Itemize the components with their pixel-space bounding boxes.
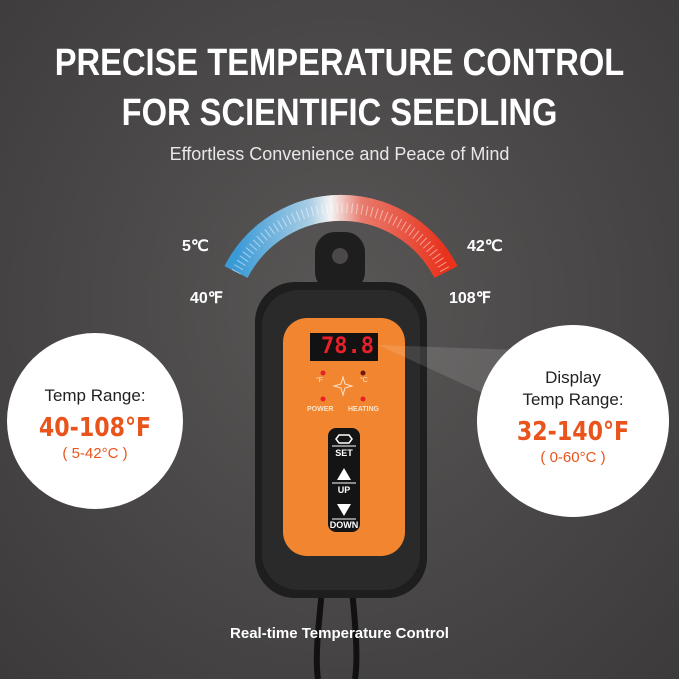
temp-range-badge: Temp Range: 40-108°F ( 5-42°C ) (7, 333, 183, 509)
headline-line2: FOR SCIENTIFIC SEEDLING (121, 92, 558, 134)
display-range-value: 32-140°F (516, 417, 630, 447)
up-arrow-icon (337, 468, 351, 480)
gauge-min-fahrenheit: 40℉ (190, 290, 224, 307)
cable (313, 589, 325, 679)
hanger-hole (332, 248, 348, 264)
display-range-heading-2: Temp Range: (522, 390, 624, 409)
temperature-gauge-arc (224, 194, 458, 279)
display-range-heading-1: Display (545, 368, 601, 387)
temp-range-celsius: ( 5-42°C ) (62, 445, 128, 462)
temp-range-heading: Temp Range: (44, 386, 146, 405)
set-button[interactable]: SET (335, 448, 353, 458)
temperature-readout: 78.8 (321, 334, 374, 359)
temp-range-value: 40-108°F (38, 413, 152, 443)
gauge-max-fahrenheit: 108℉ (449, 290, 491, 307)
down-button[interactable]: DOWN (329, 520, 359, 530)
display-range-badge: Display Temp Range: 32-140°F ( 0-60°C ) (477, 325, 669, 517)
headline-line1: PRECISE TEMPERATURE CONTROL (54, 42, 625, 84)
gauge-min-celsius: 5℃ (182, 238, 209, 255)
celsius-indicator: °C (360, 377, 368, 384)
headline: PRECISE TEMPERATURE CONTROL FOR SCIENTIF… (0, 38, 679, 138)
led-display (310, 333, 378, 361)
subtitle: Effortless Convenience and Peace of Mind (169, 144, 510, 164)
set-icon (335, 434, 353, 444)
heating-led (360, 396, 366, 402)
power-label: POWER (307, 406, 334, 413)
cable (349, 589, 360, 679)
fahrenheit-indicator: °F (316, 377, 324, 384)
sparkle-icon (332, 375, 354, 397)
up-button[interactable]: UP (337, 485, 351, 495)
power-led (320, 396, 326, 402)
heating-label: HEATING (348, 406, 379, 413)
display-range-celsius: ( 0-60°C ) (540, 449, 606, 466)
gauge-max-celsius: 42℃ (467, 238, 503, 255)
down-arrow-icon (337, 504, 351, 516)
footer-caption: Real-time Temperature Control (230, 625, 449, 642)
